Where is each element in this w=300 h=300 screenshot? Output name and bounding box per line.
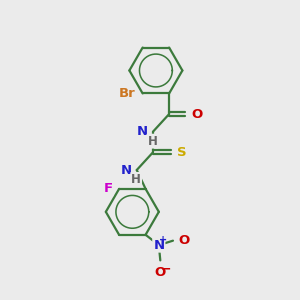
Text: O: O bbox=[178, 234, 190, 247]
Text: O: O bbox=[192, 108, 203, 121]
Text: O: O bbox=[155, 266, 166, 279]
Text: N: N bbox=[136, 125, 148, 138]
Text: N: N bbox=[153, 238, 164, 252]
Text: N: N bbox=[120, 164, 131, 176]
Text: +: + bbox=[160, 235, 168, 245]
Text: S: S bbox=[177, 146, 187, 159]
Text: −: − bbox=[161, 262, 171, 275]
Text: H: H bbox=[131, 173, 141, 186]
Text: F: F bbox=[103, 182, 112, 195]
Text: H: H bbox=[147, 135, 157, 148]
Text: Br: Br bbox=[118, 87, 135, 100]
